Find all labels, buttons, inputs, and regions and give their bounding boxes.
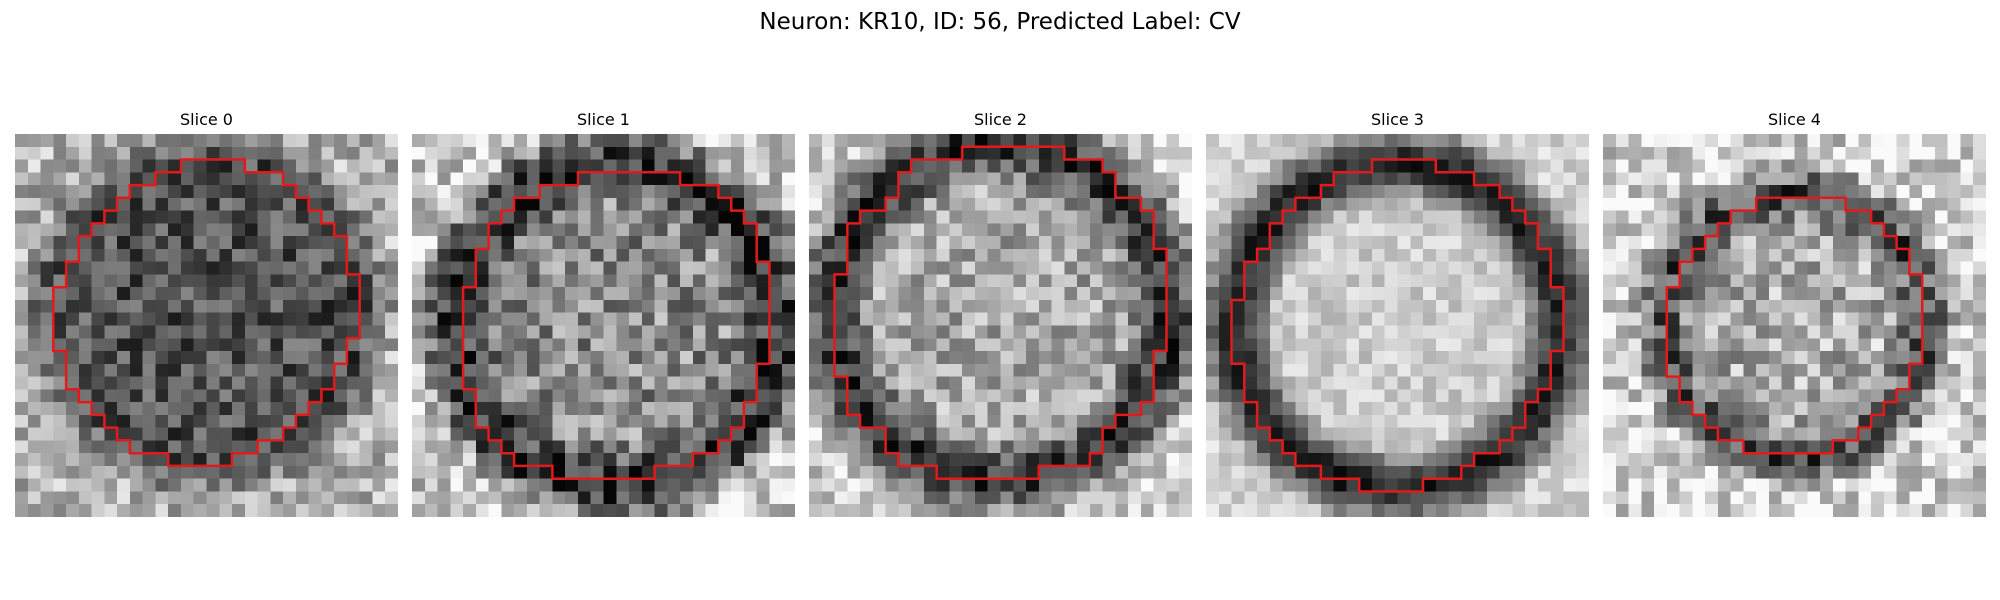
slice-title: Slice 3 (1371, 110, 1424, 129)
slice-pixels (1206, 134, 1589, 517)
roi-contour (461, 171, 771, 480)
slice-image-2 (809, 134, 1192, 517)
slice-panel-0: Slice 0 (15, 108, 398, 517)
slice-pixels (412, 134, 795, 517)
slice-title: Slice 2 (974, 110, 1027, 129)
slice-pixels (809, 134, 1192, 517)
roi-contour (1665, 196, 1924, 455)
slice-panel-3: Slice 3 (1206, 108, 1589, 517)
slice-panel-1: Slice 1 (412, 108, 795, 517)
slice-pixels (1603, 134, 1986, 517)
figure-title: Neuron: KR10, ID: 56, Predicted Label: C… (759, 9, 1241, 35)
roi-contour (52, 158, 361, 468)
slice-image-4 (1603, 134, 1986, 517)
roi-contour (1230, 158, 1565, 493)
slice-title: Slice 0 (180, 110, 233, 129)
slice-panel-4: Slice 4 (1603, 108, 1986, 517)
slice-panel-2: Slice 2 (809, 108, 1192, 517)
roi-contour (833, 145, 1168, 480)
slice-image-1 (412, 134, 795, 517)
slice-image-3 (1206, 134, 1589, 517)
slice-title: Slice 1 (577, 110, 630, 129)
slice-image-0 (15, 134, 398, 517)
slice-title: Slice 4 (1768, 110, 1821, 129)
slice-pixels (15, 134, 398, 517)
